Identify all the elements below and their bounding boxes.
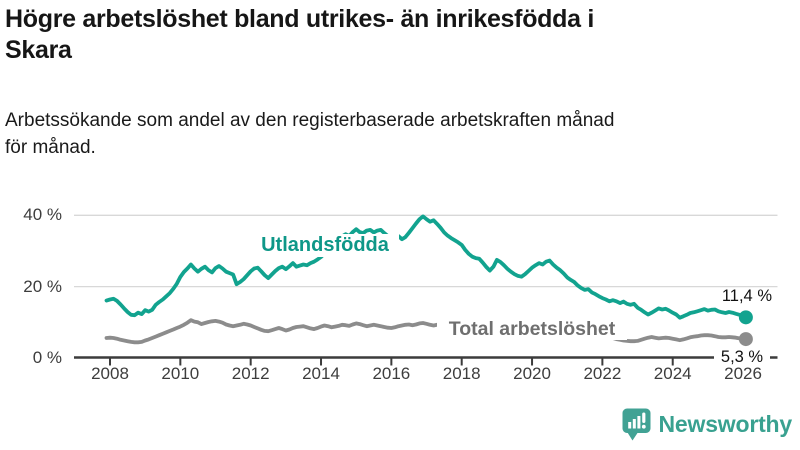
x-tick-label: 2014 xyxy=(302,364,340,383)
x-tick-label: 2016 xyxy=(372,364,411,383)
end-dot-total xyxy=(738,332,753,347)
newsworthy-logo[interactable]: Newsworthy xyxy=(621,407,792,442)
latest-value-utlandsfodda: 11,4 % xyxy=(721,287,772,305)
x-tick-label: 2008 xyxy=(91,364,129,383)
series-line-total xyxy=(104,318,748,345)
y-tick-label: 40 % xyxy=(23,205,62,225)
newsworthy-logo-text: Newsworthy xyxy=(658,411,793,437)
series-line-utlandsfodda xyxy=(104,214,748,320)
x-tick-label: 2020 xyxy=(513,364,551,383)
end-dot-utlandsfodda xyxy=(738,310,753,325)
latest-value-total: 5,3 % xyxy=(714,348,770,367)
x-tick-label: 2022 xyxy=(583,364,622,383)
y-tick-label: 20 % xyxy=(23,276,62,296)
series-label-utlandsfodda: Utlandsfödda xyxy=(251,234,399,257)
newsworthy-logo-icon xyxy=(621,407,652,442)
y-tick-label: 0 % xyxy=(32,348,62,367)
x-tick-label: 2026 xyxy=(724,364,762,383)
series-label-total: Total arbetslöshet xyxy=(437,318,627,341)
x-tick-label: 2018 xyxy=(442,364,481,383)
page-subtitle: Arbetssökande som andel av den registerb… xyxy=(5,110,615,158)
x-tick-label: 2010 xyxy=(161,364,200,383)
x-tick-label: 2012 xyxy=(231,364,270,383)
x-tick-label: 2024 xyxy=(653,364,692,383)
page-title: Högre arbetslöshet bland utrikes- än inr… xyxy=(5,5,594,64)
